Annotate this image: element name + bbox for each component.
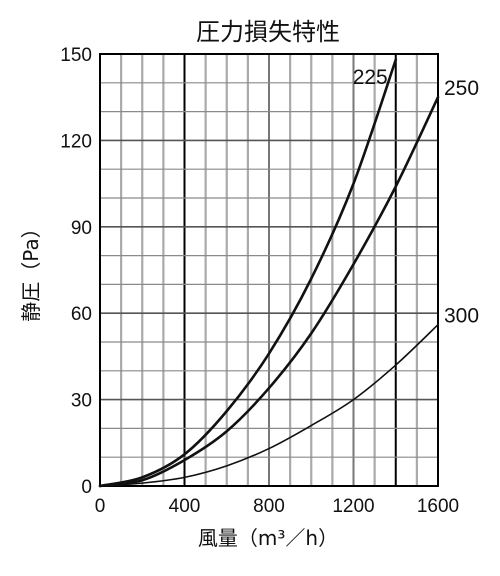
x-tick-label: 0 xyxy=(95,496,106,517)
y-tick-label: 150 xyxy=(60,45,92,66)
y-tick-label: 0 xyxy=(81,477,92,498)
grid xyxy=(100,54,438,486)
series-lines xyxy=(98,58,440,488)
series-line-225 xyxy=(98,58,398,488)
series-labels: 225 250 300 xyxy=(353,66,479,328)
x-tick-label: 1600 xyxy=(417,496,459,517)
y-tick-label: 90 xyxy=(71,218,92,239)
x-tick-labels: 0 400 800 1200 1600 xyxy=(95,496,459,517)
y-axis-label: 静圧（Pa） xyxy=(19,218,43,321)
series-label-300: 300 xyxy=(444,305,479,328)
series-label-225: 225 xyxy=(353,66,388,89)
series-label-250: 250 xyxy=(444,77,479,100)
series-line-300 xyxy=(99,323,439,487)
x-tick-label: 1200 xyxy=(332,496,374,517)
x-tick-label: 400 xyxy=(169,496,201,517)
y-tick-label: 30 xyxy=(71,391,92,412)
y-tick-labels: 0 30 60 90 120 150 xyxy=(60,45,92,498)
y-tick-label: 60 xyxy=(71,304,92,325)
series-line-250 xyxy=(98,95,440,488)
y-tick-label: 120 xyxy=(60,131,92,152)
x-tick-label: 800 xyxy=(253,496,285,517)
plot-frame xyxy=(99,53,439,487)
x-axis-label: 風量（m³／h） xyxy=(198,526,338,550)
chart-title: 圧力損失特性 xyxy=(196,18,340,46)
